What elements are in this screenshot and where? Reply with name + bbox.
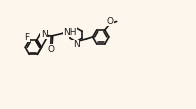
Text: O: O [47,45,54,54]
Text: O: O [106,17,113,26]
Text: N: N [73,40,79,49]
Text: N: N [41,30,47,39]
Text: F: F [24,33,29,42]
Text: NH: NH [63,28,76,37]
